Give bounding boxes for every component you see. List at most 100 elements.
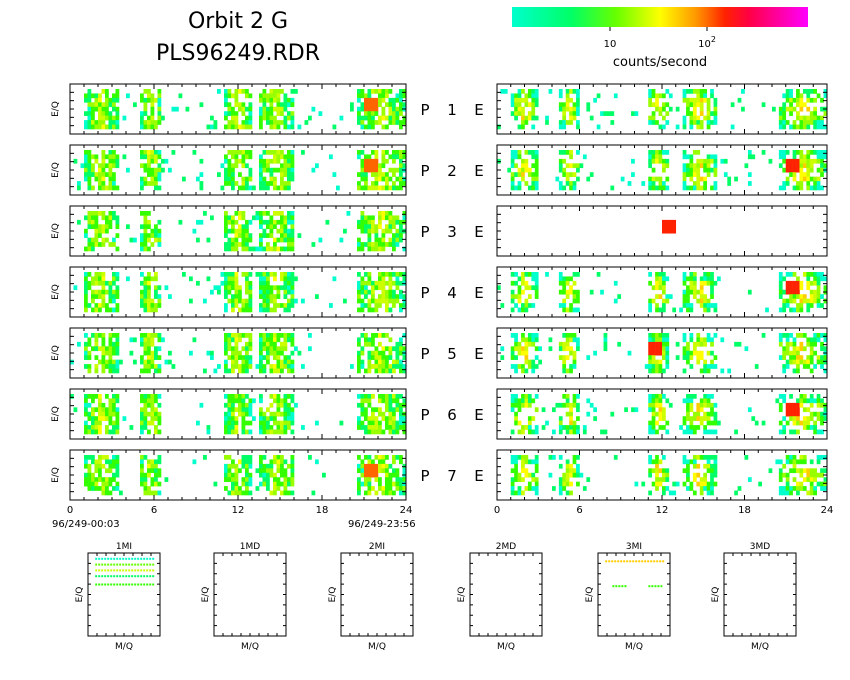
heatmap-cell [154, 154, 158, 160]
heatmap-cell [262, 285, 267, 291]
heatmap-cell [809, 298, 814, 304]
heatmap-cell [231, 272, 235, 277]
heatmap-cell [273, 285, 277, 291]
heatmap-cell [248, 93, 253, 99]
heatmap-cell [799, 303, 804, 308]
heatmap-cell [789, 455, 793, 460]
heatmap-cell [87, 472, 92, 478]
heatmap-cell [758, 481, 762, 487]
heatmap-cell [150, 364, 155, 369]
heatmap-cell [245, 481, 249, 487]
heatmap-cell [157, 233, 162, 238]
heatmap-cell [524, 272, 529, 277]
heatmap-cell [682, 337, 687, 343]
heatmap-cell [696, 337, 701, 343]
heatmap-cell [392, 181, 396, 186]
heatmap-cell [217, 364, 221, 369]
heatmap-cell [339, 237, 344, 243]
heatmap-cell [565, 294, 570, 299]
heatmap-cell [290, 120, 295, 125]
heatmap-cell [395, 346, 400, 352]
heatmap-cell [778, 355, 783, 360]
heatmap-cell [792, 355, 797, 360]
heatmap-cell [662, 167, 666, 173]
heatmap-cell [651, 341, 656, 347]
heatmap-cell [224, 228, 228, 234]
heatmap-cell [154, 398, 158, 404]
heatmap-cell [154, 350, 158, 356]
heatmap-cell [140, 481, 144, 487]
heatmap-cell [710, 468, 714, 474]
heatmap-cell [262, 158, 267, 164]
heatmap-cell [94, 289, 99, 295]
heatmap-cell [531, 93, 536, 99]
heatmap-cell [231, 420, 235, 426]
heatmap-cell [245, 472, 249, 478]
heatmap-cell [87, 215, 92, 221]
heatmap-cell [620, 176, 625, 182]
heatmap-cell [782, 429, 787, 435]
heatmap-cell [381, 176, 386, 182]
heatmap-cell [517, 185, 522, 191]
heatmap-cell [364, 167, 368, 173]
heatmap-cell [388, 228, 393, 234]
heatmap-cell [241, 163, 246, 169]
heatmap-cell [374, 185, 379, 191]
heatmap-cell [112, 402, 116, 408]
heatmap-cell [147, 150, 151, 155]
heatmap-cell [534, 163, 539, 169]
heatmap-cell [792, 120, 797, 125]
heatmap-cell [154, 150, 158, 155]
heatmap-cell [108, 490, 113, 496]
heatmap-cell [87, 158, 92, 164]
heatmap-cell [402, 298, 407, 304]
p-panel-3: E/Q P 3 [51, 205, 457, 257]
heatmap-cell [569, 289, 573, 295]
heatmap-cell [565, 472, 570, 478]
heatmap-cell [572, 359, 577, 365]
heatmap-cell [108, 481, 113, 487]
heatmap-cell [569, 333, 573, 338]
heatmap-cell [84, 97, 88, 103]
heatmap-cell [234, 285, 239, 291]
heatmap-cell [799, 115, 804, 121]
heatmap-cell [510, 150, 515, 155]
heatmap-cell [521, 337, 525, 343]
heatmap-cell [115, 97, 120, 103]
heatmap-cell [157, 242, 162, 247]
heatmap-cell [248, 237, 253, 243]
heatmap-cell [820, 124, 824, 130]
heatmap-cell [569, 163, 573, 169]
heatmap-cell [364, 472, 368, 478]
heatmap-cell [809, 481, 814, 487]
heatmap-cell [692, 115, 697, 121]
heatmap-cell [658, 425, 663, 430]
heatmap-cell [648, 341, 652, 347]
heatmap-cell [648, 303, 652, 308]
heatmap-cell [686, 429, 690, 435]
heatmap-cell [727, 176, 732, 182]
heatmap-cell [388, 477, 393, 482]
heatmap-cell [143, 407, 148, 413]
heatmap-cell [259, 280, 263, 286]
heatmap-cell [778, 285, 783, 291]
heatmap-cell [157, 150, 162, 155]
heatmap-cell [388, 425, 393, 430]
heatmap-cell [108, 167, 113, 173]
heatmap-cell [108, 163, 113, 169]
heatmap-cell [238, 158, 242, 164]
heatmap-cell [710, 276, 714, 282]
heatmap-cell [101, 455, 106, 460]
heatmap-cell [371, 333, 375, 338]
heatmap-cell [802, 364, 807, 369]
heatmap-cell [524, 97, 529, 103]
heatmap-cell [262, 89, 267, 94]
heatmap-cell [367, 368, 372, 374]
heatmap-cell [747, 181, 752, 186]
heatmap-cell [655, 303, 659, 308]
heatmap-cell [105, 93, 109, 99]
heatmap-cell [287, 211, 291, 216]
heatmap-cell [101, 224, 106, 230]
heatmap-cell [531, 459, 536, 465]
heatmap-cell [245, 285, 249, 291]
